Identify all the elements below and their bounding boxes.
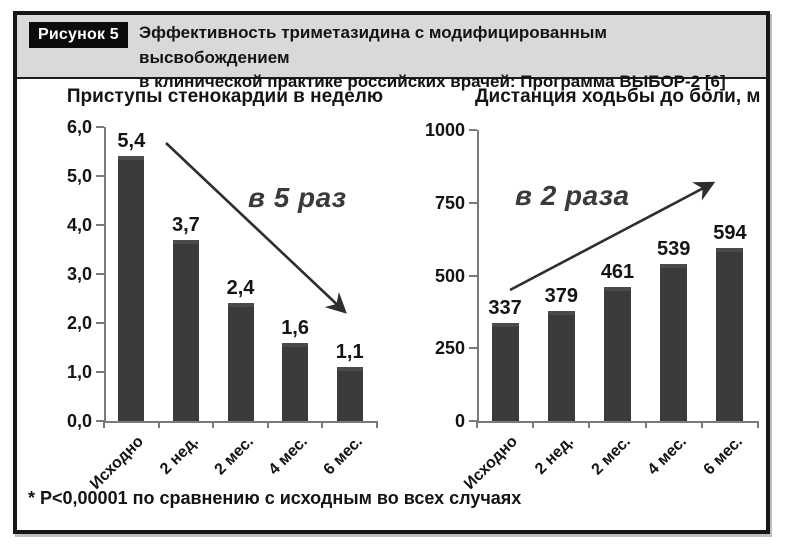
y-tick-mark (96, 322, 104, 324)
bar (716, 248, 744, 421)
y-tick-label: 500 (434, 265, 465, 286)
bar-value-label: 1,6 (281, 317, 309, 339)
bar-value-label: 379 (544, 285, 578, 307)
bar-value-label: 337 (488, 297, 522, 319)
bar-value-label: 461 (600, 261, 635, 283)
y-tick-mark (96, 224, 104, 226)
bar (118, 156, 145, 421)
bar (604, 287, 631, 421)
x-tick-mark (644, 421, 647, 428)
x-tick-mark (321, 421, 324, 428)
x-tick-mark (700, 421, 703, 428)
y-tick-mark (96, 175, 104, 177)
y-tick-label: 750 (434, 192, 465, 213)
y-tick-mark (469, 347, 477, 350)
bar (491, 323, 519, 421)
bar (547, 311, 575, 421)
y-tick-label: 6,0 (66, 117, 92, 137)
x-tick-mark (532, 421, 535, 428)
y-tick-label: 4,0 (66, 215, 92, 235)
y-axis-line (104, 127, 106, 423)
figure-header: Рисунок 5 Эффективность триметазидина с … (17, 15, 766, 91)
bar-value-label: 2,4 (226, 277, 255, 299)
y-tick-label: 3,0 (66, 264, 92, 284)
chart-title-left: Приступы стенокардии в неделю (66, 86, 384, 107)
x-tick-mark (266, 421, 269, 428)
bar (227, 303, 254, 421)
chart-walking-distance: Дистанция ходьбы до боли, м в 2 раза 0 25… (400, 80, 772, 493)
y-tick-label: 250 (434, 338, 465, 359)
bar (282, 343, 309, 421)
bar (660, 264, 688, 421)
x-tick-mark (376, 421, 378, 428)
x-tick-mark (103, 421, 105, 428)
x-tick-mark (476, 421, 478, 428)
x-tick-mark (157, 421, 160, 428)
y-tick-label: 2,0 (66, 313, 92, 333)
bar-value-label: 3,7 (171, 214, 200, 236)
bar-value-label: 1,1 (335, 341, 364, 363)
y-tick-label: 0 (454, 411, 465, 431)
y-tick-mark (96, 420, 104, 422)
y-tick-mark (96, 126, 104, 128)
figure-title-line2: в клинической практике российских врачей… (139, 72, 726, 92)
footnote-pvalue: * P<0,00001 по сравнению с исходным во в… (28, 488, 522, 508)
y-tick-mark (469, 420, 477, 422)
bar-value-label: 594 (713, 222, 747, 244)
x-tick-mark (588, 421, 591, 428)
y-tick-mark (469, 274, 477, 277)
x-tick-mark (212, 421, 215, 428)
bar-value-label: 5,4 (117, 130, 146, 152)
y-tick-label: 0,0 (66, 411, 92, 431)
chart-title-right: Дистанция ходьбы до боли, м (475, 86, 761, 107)
bar-value-label: 539 (657, 238, 691, 260)
y-tick-label: 1000 (424, 120, 465, 140)
y-tick-label: 5,0 (66, 166, 92, 186)
figure-title-line1: Эффективность триметазидина с модифициро… (139, 23, 607, 67)
y-tick-label: 1,0 (66, 362, 92, 382)
y-tick-mark (96, 273, 104, 275)
chart-angina-attacks: Приступы стенокардии в неделю в 5 раз 0,… (20, 80, 395, 493)
y-tick-mark (96, 371, 104, 373)
y-axis-line (477, 130, 479, 423)
x-axis-line (477, 421, 758, 423)
figure-number-badge: Рисунок 5 (29, 22, 128, 48)
annotation-5x-decrease: в 5 раз (248, 182, 347, 213)
y-tick-mark (469, 129, 477, 131)
x-tick-mark (757, 421, 759, 428)
y-tick-mark (469, 201, 477, 204)
bar (336, 367, 363, 421)
figure-title: Эффективность триметазидина с модифициро… (139, 21, 758, 95)
x-axis-line (104, 421, 377, 423)
bar (172, 240, 199, 421)
annotation-2x-increase: в 2 раза (515, 180, 630, 211)
